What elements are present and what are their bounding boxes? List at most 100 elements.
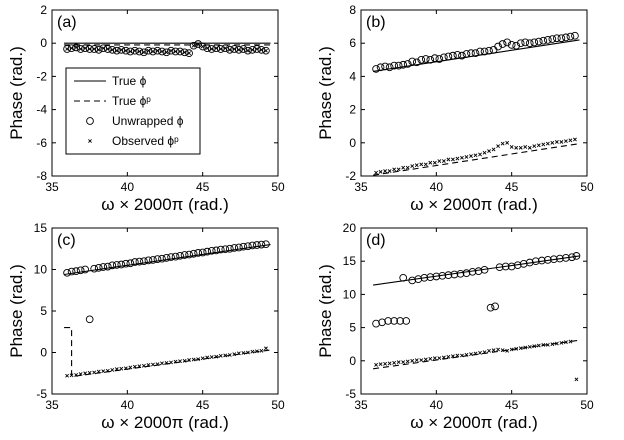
unwrapped-phi-point [491,302,499,311]
unwrapped-phi-point [216,245,225,254]
observed-phi-p-point [146,48,151,53]
x-tick-label: 35 [354,180,368,194]
unwrapped-phi-point [421,55,430,63]
observed-phi-p-point [405,359,410,364]
observed-phi-p-point [482,350,487,355]
observed-phi-p-point [132,48,137,53]
observed-phi-p-point [169,360,173,365]
observed-phi-p-point [101,46,106,51]
x-tick-label: 50 [580,398,594,412]
observed-phi-p-point [414,163,419,168]
unwrapped-phi-point [501,262,510,271]
observed-phi-p-point [450,157,455,162]
observed-phi-p-point [123,366,128,371]
observed-phi-p-point [509,145,514,149]
unwrapped-phi-point [384,317,392,325]
observed-phi-p-point [573,137,577,142]
observed-phi-p-point [209,355,214,359]
observed-phi-p-point [532,144,537,149]
observed-phi-p-point [505,140,510,145]
observed-phi-p-point [514,145,519,150]
unwrapped-phi-point [444,271,453,279]
unwrapped-phi-point [557,34,566,43]
unwrapped-phi-point [234,243,243,252]
unwrapped-phi-point [108,261,117,270]
y-tick-label: 0 [40,36,47,50]
unwrapped-phi-point [486,303,495,312]
unwrapped-phi-point [420,273,429,282]
unwrapped-phi-point [566,32,575,41]
unwrapped-phi-point [396,317,405,325]
observed-phi-p-point [155,48,160,53]
y-tick-label: -2 [345,169,356,183]
observed-phi-p-point [509,347,514,352]
unwrapped-phi-point [462,269,471,278]
observed-phi-p-point [232,47,237,51]
observed-phi-p-point [563,139,568,144]
y-tick-label: 2 [349,103,356,117]
observed-phi-p-point [410,358,415,363]
unwrapped-phi-point [112,261,121,269]
y-tick-label: 0 [349,354,356,368]
unwrapped-phi-point [253,241,261,249]
y-tick-label: -4 [36,103,47,117]
observed-phi-p-point [218,47,223,51]
unwrapped-phi-point [167,253,175,261]
observed-phi-p-point [392,360,397,365]
unwrapped-phi-point [81,265,89,274]
observed-phi-p-point [151,49,155,54]
unwrapped-phi-point [385,63,394,72]
observed-phi-p-point [69,46,74,51]
unwrapped-phi-point [198,248,207,257]
unwrapped-phi-point [63,268,71,277]
observed-phi-p-point [146,363,151,367]
observed-phi-p-point [65,47,69,51]
x-tick-label: 50 [271,180,285,194]
observed-phi-p-point [241,47,246,51]
x-tick-label: 45 [505,398,519,412]
unwrapped-phi-point [471,49,480,58]
observed-phi-p-point [178,359,182,364]
observed-phi-p-point [523,145,528,149]
observed-phi-p-point [505,348,510,353]
observed-phi-p-point [187,51,192,56]
unwrapped-phi-point [203,247,212,256]
observed-phi-p-point [437,356,442,361]
observed-phi-p-point [128,49,133,54]
observed-phi-p-point [69,373,74,378]
y-tick-label: 6 [349,36,356,50]
unwrapped-phi-point [572,252,581,260]
unwrapped-phi-point [495,263,504,272]
observed-phi-p-point [223,353,228,358]
observed-phi-p-point [259,47,264,52]
unwrapped-phi-point [548,35,557,43]
unwrapped-phi-point [531,257,540,266]
y-tick-label: -6 [36,136,47,150]
unwrapped-phi-point [153,255,162,263]
y-tick-label: 0 [40,346,47,360]
observed-phi-p-point [527,344,532,349]
observed-phi-p-point [491,147,496,152]
observed-phi-p-point [92,370,97,375]
observed-phi-p-point [200,356,205,361]
unwrapped-phi-point [414,275,423,283]
observed-phi-p-point [401,165,406,170]
unwrapped-phi-point [239,242,248,251]
observed-phi-p-point [514,346,519,351]
panel-a: 35 40 45 50 -8 -6 -4 -2 0 2 ω × 2000π (rad.) Phase … [7,3,285,214]
unwrapped-phi-point [440,53,448,62]
legend-entry: Observed ϕᵖ [112,134,179,148]
observed-phi-p-point [191,357,196,362]
unwrapped-phi-point [521,38,530,47]
y-tick-label: 5 [349,321,356,335]
legend-entry: True ϕᵖ [112,94,151,108]
observed-phi-p-point [160,361,164,366]
y-axis-label: Phase (rad.) [7,264,26,358]
unwrapped-phi-point [516,39,525,48]
x-tick-label: 45 [196,398,210,412]
y-axis-label: Phase (rad.) [316,264,335,358]
observed-phi-p-point [254,349,259,354]
unwrapped-phi-point [543,256,552,264]
observed-phi-p-point [383,361,388,366]
observed-phi-p-point [87,370,92,375]
